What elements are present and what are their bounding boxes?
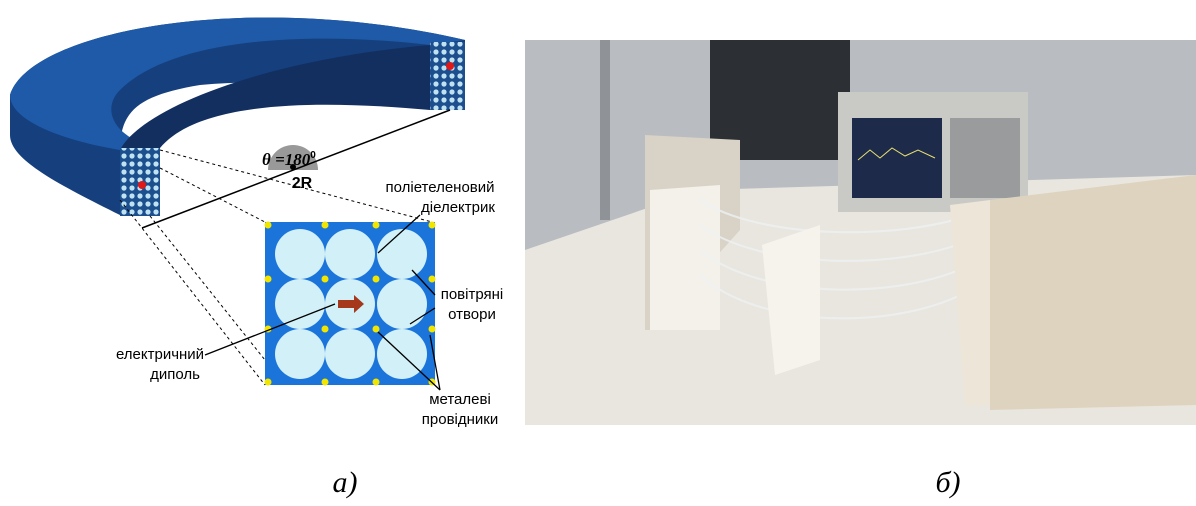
radius-label: 2R <box>292 175 313 192</box>
dielectric-label: діелектрик <box>421 199 495 216</box>
conductors-label: металеві <box>429 391 491 408</box>
dielectric-label: поліетеленовий <box>385 179 494 196</box>
angle-label: θ =1800 <box>262 150 316 169</box>
ring <box>10 17 465 216</box>
caption: б) <box>935 466 960 499</box>
cross-section <box>264 221 436 386</box>
conductors-label: провідники <box>422 411 498 428</box>
dipole-label: диполь <box>150 366 200 383</box>
photo <box>525 40 1196 425</box>
caption: а) <box>333 466 358 499</box>
air-holes-label: повітряні <box>441 286 504 303</box>
angle-text: θ =180 <box>262 150 311 169</box>
diameter-line <box>141 109 451 229</box>
air-holes-label: отвори <box>448 306 496 323</box>
angle-marker <box>268 145 318 170</box>
pointer-lines <box>204 214 441 391</box>
projection-lines <box>119 149 433 386</box>
angle-superscript: 0 <box>310 150 316 161</box>
dipole-label: електричний <box>116 346 204 363</box>
center-dot <box>290 164 296 170</box>
